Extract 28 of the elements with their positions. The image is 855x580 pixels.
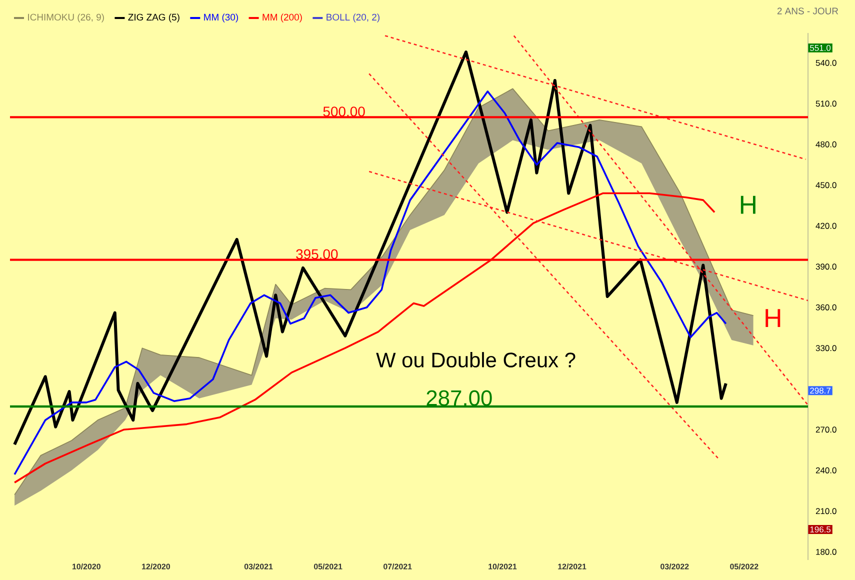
- y-tick-label: 210.0: [816, 508, 836, 514]
- annotation: 551.0: [810, 44, 831, 51]
- ref-line-label: 500.00: [323, 106, 365, 117]
- y-tick-label: 480.0: [816, 141, 836, 148]
- line-series: [13, 50, 728, 446]
- annotation: H: [740, 196, 756, 214]
- legend-label: MM (30): [204, 14, 238, 22]
- annotation: W ou Double Creux ?: [376, 352, 576, 368]
- y-tick-label: 450.0: [816, 182, 836, 188]
- y-tick-label: 270.0: [816, 426, 836, 433]
- y-tick-label: 360.0: [816, 304, 836, 310]
- text: 2 ANS - JOUR: [777, 8, 838, 14]
- annotation: H: [766, 309, 780, 328]
- y-tick-label: 540.0: [816, 60, 836, 66]
- y-tick-label: 390.0: [816, 264, 836, 270]
- legend-label: ICHIMOKU (26, 9): [28, 14, 104, 22]
- text: BOLL (20, 2): [326, 14, 380, 22]
- ref-line-label: 287.00: [426, 390, 492, 406]
- annotation: 196.5: [810, 526, 831, 532]
- y-tick-label: 180.0: [816, 548, 836, 555]
- legend-label: ZIG ZAG (5): [128, 14, 180, 22]
- y-tick-label: 240.0: [816, 467, 836, 474]
- annotation: 298.7: [810, 388, 830, 394]
- ref-line-label: 395.00: [296, 249, 338, 260]
- legend-label: MM (200): [262, 14, 302, 22]
- y-tick-label: 330.0: [816, 345, 836, 352]
- y-tick-label: 510.0: [816, 100, 836, 107]
- y-tick-label: 420.0: [816, 222, 836, 229]
